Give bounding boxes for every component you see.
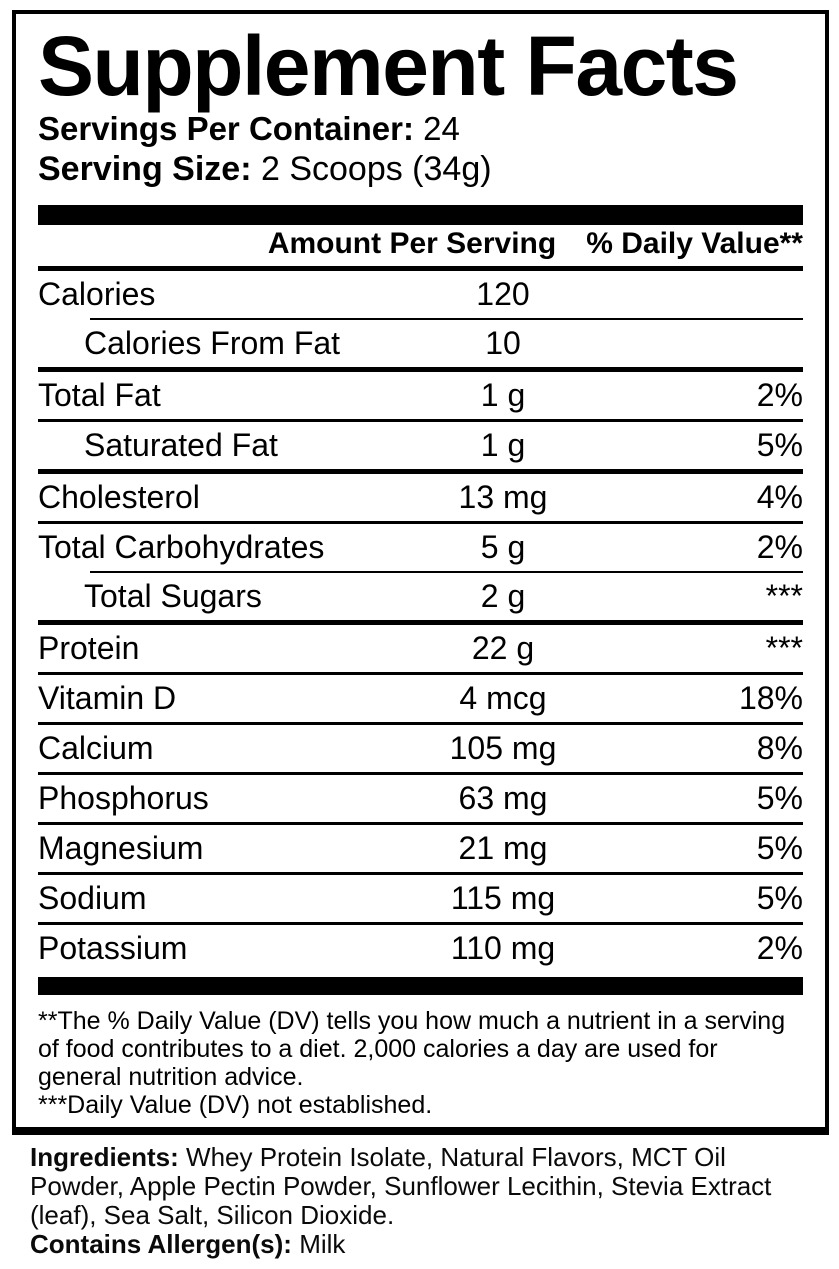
nutrient-row: Calories From Fat 10 (38, 320, 803, 367)
nutrient-daily-value: *** (765, 578, 803, 614)
nutrient-name: Total Sugars (84, 578, 262, 614)
row-divider (38, 521, 803, 524)
nutrient-daily-value: 2% (756, 930, 803, 966)
row-divider (38, 620, 803, 625)
nutrient-name: Total Carbohydrates (38, 529, 325, 565)
nutrient-daily-value: 4% (756, 479, 803, 515)
nutrient-amount: 120 (476, 276, 530, 312)
nutrient-name: Calcium (38, 730, 154, 766)
nutrient-name: Protein (38, 630, 140, 666)
nutrient-name: Total Fat (38, 377, 161, 413)
nutrient-daily-value: 2% (756, 377, 803, 413)
footnotes: **The % Daily Value (DV) tells you how m… (38, 1007, 803, 1119)
nutrient-name: Sodium (38, 880, 147, 916)
serving-size-label: Serving Size: (38, 150, 252, 188)
nutrient-daily-value: 5% (756, 427, 803, 463)
nutrient-daily-value: 2% (756, 529, 803, 565)
nutrient-daily-value: 5% (756, 830, 803, 866)
nutrient-name: Saturated Fat (84, 427, 278, 463)
nutrient-name: Calories From Fat (84, 325, 341, 361)
nutrient-daily-value: 5% (756, 780, 803, 816)
nutrient-amount: 4 mcg (459, 680, 547, 716)
row-divider (38, 772, 803, 775)
table-column-header: Amount Per Serving % Daily Value** (38, 225, 803, 271)
ingredients-text: Whey Protein Isolate, Natural Flavors, M… (30, 1142, 772, 1230)
nutrient-row: Calories 120 (38, 271, 803, 318)
nutrient-row: Protein 22 g *** (38, 625, 803, 672)
servings-per-container-line: Servings Per Container: 24 (38, 110, 803, 148)
nutrient-name: Phosphorus (38, 780, 209, 816)
row-divider (38, 872, 803, 875)
daily-value-footnote: **The % Daily Value (DV) tells you how m… (38, 1007, 786, 1091)
nutrient-row: Sodium 115 mg 5% (38, 875, 803, 922)
row-divider (38, 722, 803, 725)
nutrient-row: Total Sugars 2 g *** (38, 573, 803, 620)
nutrient-row: Cholesterol 13 mg 4% (38, 474, 803, 521)
ingredients-line: Ingredients: Whey Protein Isolate, Natur… (30, 1143, 815, 1230)
row-divider (38, 469, 803, 474)
nutrient-amount: 22 g (471, 630, 535, 666)
nutrient-row: Calcium 105 mg 8% (38, 725, 803, 772)
row-divider (38, 822, 803, 825)
nutrient-row: Saturated Fat 1 g 5% (38, 422, 803, 469)
row-divider (90, 571, 803, 573)
nutrient-amount: 115 mg (450, 880, 556, 916)
nutrient-amount: 5 g (480, 529, 526, 565)
ingredients-label: Ingredients: (30, 1142, 179, 1172)
row-divider (38, 672, 803, 675)
serving-size-line: Serving Size: 2 Scoops (34g) (38, 148, 803, 190)
nutrient-amount: 105 mg (449, 730, 557, 766)
nutrient-row: Phosphorus 63 mg 5% (38, 775, 803, 822)
nutrient-amount: 21 mg (458, 830, 548, 866)
nutrient-table: Calories 120 Calories From Fat 10 Total Fat 1… (38, 271, 803, 972)
nutrient-amount: 2 g (480, 578, 526, 614)
nutrient-amount: 13 mg (458, 479, 548, 515)
nutrient-daily-value: *** (765, 630, 803, 666)
allergen-label: Contains Allergen(s): (30, 1229, 292, 1259)
row-divider (38, 367, 803, 372)
row-divider (90, 318, 803, 320)
row-divider (38, 419, 803, 422)
dv-not-established-footnote: ***Daily Value (DV) not established. (38, 1091, 433, 1119)
nutrient-amount: 63 mg (458, 780, 548, 816)
nutrient-row: Total Carbohydrates 5 g 2% (38, 524, 803, 571)
supplement-facts-box: Supplement Facts Servings Per Container:… (12, 10, 829, 1135)
nutrient-amount: 10 (485, 325, 521, 361)
allergen-line: Contains Allergen(s): Milk (30, 1230, 815, 1259)
nutrient-name: Calories (38, 276, 156, 312)
nutrient-daily-value: 18% (738, 680, 803, 716)
allergen-value: Milk (299, 1229, 346, 1259)
nutrient-daily-value: 8% (756, 730, 803, 766)
nutrient-amount: 1 g (480, 427, 526, 463)
nutrient-amount: 110 mg (450, 930, 556, 966)
nutrient-daily-value: 5% (756, 880, 803, 916)
nutrient-row: Magnesium 21 mg 5% (38, 825, 803, 872)
nutrient-name: Magnesium (38, 830, 204, 866)
facts-header-section: Supplement Facts Servings Per Container:… (22, 22, 819, 225)
servings-per-container-value: 24 (423, 110, 460, 147)
nutrient-name: Potassium (38, 930, 188, 966)
row-divider (38, 922, 803, 925)
servings-per-container-label: Servings Per Container: (38, 110, 414, 147)
serving-size-value: 2 Scoops (34g) (260, 150, 492, 188)
supplement-facts-title: Supplement Facts (38, 19, 739, 113)
amount-per-serving-column-header: Amount Per Serving (267, 227, 557, 260)
nutrient-row: Vitamin D 4 mcg 18% (38, 675, 803, 722)
separator-bar-top (38, 205, 803, 225)
nutrient-row: Potassium 110 mg 2% (38, 925, 803, 972)
nutrient-amount: 1 g (480, 377, 526, 413)
nutrient-row: Total Fat 1 g 2% (38, 372, 803, 419)
nutrient-name: Cholesterol (38, 479, 200, 515)
nutrient-name: Vitamin D (38, 680, 177, 716)
separator-bar-bottom (38, 977, 803, 995)
ingredients-section: Ingredients: Whey Protein Isolate, Natur… (30, 1143, 815, 1259)
daily-value-column-header: % Daily Value** (586, 227, 803, 260)
